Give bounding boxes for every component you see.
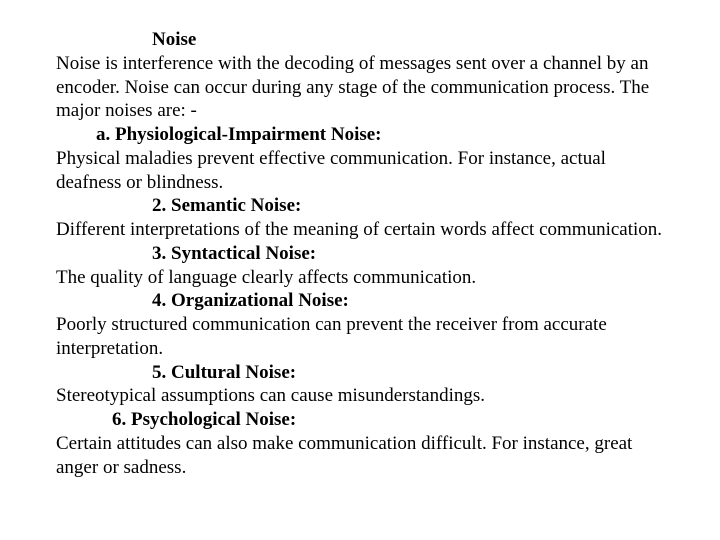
noise-item-heading-3: 3. Syntactical Noise: bbox=[152, 242, 664, 266]
noise-item-heading-6: 6. Psychological Noise: bbox=[112, 408, 664, 432]
noise-item-body-4: Poorly structured communication can prev… bbox=[56, 313, 664, 361]
noise-item-body-5: Stereotypical assumptions can cause misu… bbox=[56, 384, 664, 408]
noise-item-heading-4: 4. Organizational Noise: bbox=[152, 289, 664, 313]
noise-item-heading-2: 2. Semantic Noise: bbox=[152, 194, 664, 218]
intro-paragraph: Noise is interference with the decoding … bbox=[56, 52, 664, 123]
noise-item-label: a. Physiological-Impairment Noise: bbox=[96, 124, 382, 145]
noise-item-heading-1: a. Physiological-Impairment Noise: bbox=[96, 123, 664, 147]
noise-item-label: 4. Organizational Noise: bbox=[152, 290, 349, 311]
noise-item-body-2: Different interpretations of the meaning… bbox=[56, 218, 664, 242]
noise-item-label: 2. Semantic Noise: bbox=[152, 195, 301, 216]
noise-item-label: 3. Syntactical Noise: bbox=[152, 243, 316, 264]
noise-item-label: 5. Cultural Noise: bbox=[152, 362, 296, 383]
noise-item-body-6: Certain attitudes can also make communic… bbox=[56, 432, 664, 480]
noise-item-body-3: The quality of language clearly affects … bbox=[56, 266, 664, 290]
noise-item-heading-5: 5. Cultural Noise: bbox=[152, 361, 664, 385]
document-title: Noise bbox=[152, 28, 664, 52]
document-page: Noise Noise is interference with the dec… bbox=[0, 0, 720, 479]
noise-item-label: 6. Psychological Noise: bbox=[112, 409, 296, 430]
noise-item-body-1: Physical maladies prevent effective comm… bbox=[56, 147, 664, 195]
